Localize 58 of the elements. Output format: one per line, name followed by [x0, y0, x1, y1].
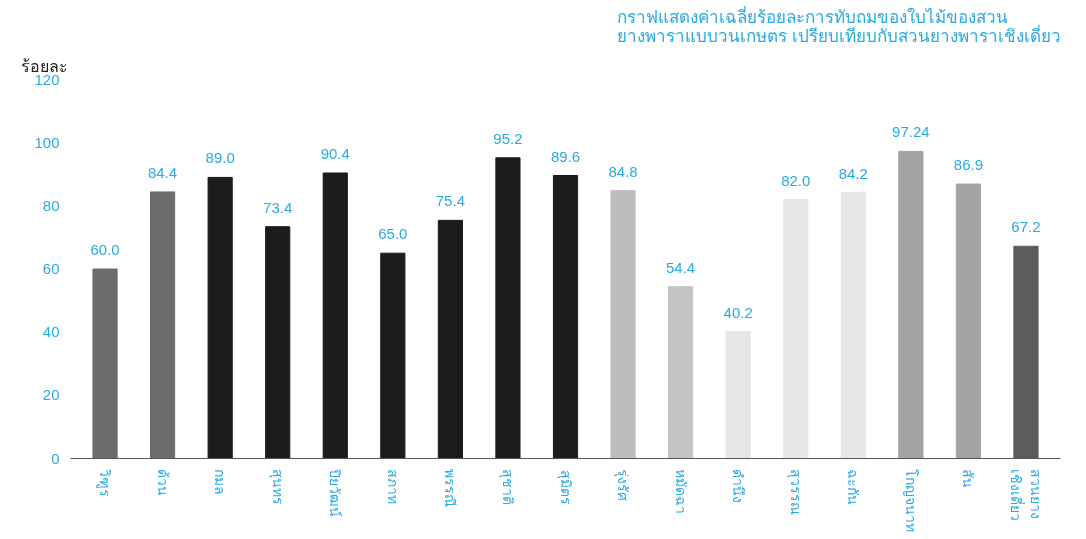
x-tick-label: วิฑูร: [96, 469, 114, 498]
x-tick-label: หมัดฉา: [672, 469, 689, 515]
data-label: 84.4: [148, 163, 178, 181]
data-label: 75.4: [435, 192, 465, 210]
bar: [840, 192, 866, 459]
bar: [380, 252, 406, 459]
data-label: 86.9: [953, 156, 984, 174]
bar: [725, 331, 751, 459]
x-tick-label: กมล: [212, 469, 229, 496]
y-tick-label: 40: [42, 323, 60, 341]
bar: [783, 199, 809, 459]
bar: [265, 226, 291, 459]
bar: [668, 286, 694, 459]
x-tick-label: สภาท: [384, 469, 401, 505]
data-label: 54.4: [666, 258, 696, 276]
data-label: 97.24: [892, 123, 930, 141]
data-label: 84.2: [838, 164, 868, 182]
y-axis-title: ร้อยละ: [20, 57, 68, 75]
bar: [322, 172, 348, 459]
bar: [898, 150, 924, 459]
x-tick-label: รุ่งรัศ: [614, 469, 632, 502]
y-tick-label: 80: [42, 196, 60, 214]
x-tick-label: สุวรรณ: [786, 469, 804, 516]
x-tick-label: พรรณี: [442, 469, 459, 508]
data-label: 89.0: [205, 149, 235, 167]
x-tick-label: สุนทร: [268, 469, 286, 506]
data-label: 84.8: [608, 162, 638, 180]
bar: [610, 190, 636, 459]
x-tick-label: โกญจนาท: [902, 469, 919, 533]
data-label: 73.4: [263, 198, 293, 216]
x-tick-label: สุชาติ: [498, 469, 516, 506]
data-label: 95.2: [493, 129, 523, 147]
y-tick-label: 60: [42, 260, 60, 277]
chart-title: กราฟแสดงค่าเฉลี่ยร้อยละการทับถมของใบไม้ของสวน ยางพาราแบบวนเกษตร เปรียบเทียบกับสวนยางพาราเชิงเดี่ยว: [616, 4, 1061, 46]
x-tick-label: ด้วน: [154, 469, 171, 497]
x-tick-label: ปิยวัฒน์: [327, 469, 344, 518]
data-label: 90.4: [320, 144, 350, 162]
bar: [552, 175, 579, 459]
y-tick-label: 0: [51, 449, 60, 467]
x-tick-label: ฉะกัน: [845, 469, 862, 506]
data-label: 67.2: [1011, 218, 1041, 236]
y-tick-label: 20: [42, 386, 60, 404]
data-label: 82.0: [781, 171, 811, 189]
data-label: 40.2: [723, 303, 753, 321]
data-label: 65.0: [378, 225, 408, 243]
bar: [150, 191, 176, 459]
x-tick-label: สวนยาง เชิงเดี่ยว: [1008, 469, 1044, 522]
bar: [955, 183, 981, 459]
x-tick-label: สุมิตร: [556, 469, 574, 505]
bar: [207, 176, 233, 459]
data-label: 89.6: [550, 147, 581, 165]
bar: [437, 219, 463, 459]
x-tick-label: สัน: [960, 469, 977, 489]
x-tick-label: ดำนึง: [730, 469, 747, 504]
y-tick-label: 100: [34, 133, 60, 151]
bar: [495, 157, 521, 459]
data-label: 60.0: [90, 241, 120, 258]
bar: [92, 268, 118, 459]
